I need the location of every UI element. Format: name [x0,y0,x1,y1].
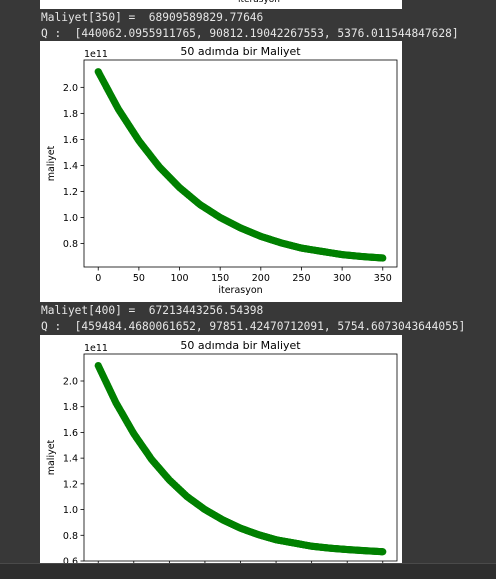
y-tick-label: 1.4 [63,161,78,172]
data-points [94,68,387,262]
y-tick-label: 2.0 [63,377,78,388]
chart-title: 50 adımda bir Maliyet [180,45,301,58]
y-tick-label: 0.8 [63,239,78,250]
y-tick-label: 1.0 [63,505,78,516]
q-output-line: Q : [440062.0955911765, 90812.1904226755… [41,27,459,40]
y-tick-label: 2.0 [63,83,78,94]
y-tick-label: 1.2 [63,479,78,490]
x-tick-label: 300 [333,273,351,284]
cost-chart-figure: 50 adımda bir Maliyet 1e11 0.8 1.0 1.2 1.4 1.6… [40,41,402,302]
horizontal-scrollbar[interactable] [0,563,496,579]
y-tick-label: 1.0 [63,213,78,224]
data-point [379,548,387,556]
y-axis-label: maliyet [46,145,57,181]
previous-figure-fragment: iterasyon [40,0,402,9]
y-offset-label: 1e11 [84,49,108,60]
x-tick-label: 200 [252,273,270,284]
q-output-line: Q : [459484.4680061652, 97851.4247071209… [41,320,466,333]
x-tick-label: 0 [95,273,101,284]
y-tick-label: 0.8 [63,531,78,542]
x-tick-label: 350 [374,273,392,284]
x-tick-label: 50 [133,273,145,284]
cost-output-line: Maliyet[400] = 67213443256.54398 [41,304,264,317]
y-tick-label: 1.6 [63,428,78,439]
cost-chart: 50 adımda bir Maliyet 1e11 0.6 0.8 1.0 1.2 1.4… [46,339,398,564]
cost-chart: 50 adımda bir Maliyet 1e11 0.8 1.0 1.2 1.4 1.6… [46,45,398,296]
y-tick-label: 1.6 [63,135,78,146]
chart-title: 50 adımda bir Maliyet [180,339,301,352]
y-offset-label: 1e11 [84,343,108,354]
axes-frame [83,59,398,268]
y-tick-label: 0.6 [63,557,78,564]
y-tick-label: 1.8 [63,402,78,413]
y-tick-label: 1.4 [63,454,78,465]
y-axis-label: maliyet [46,439,57,475]
previous-figure-xlabel: iterasyon [238,0,280,5]
data-points [94,361,387,556]
data-point [379,254,387,262]
x-tick-label: 150 [211,273,229,284]
y-tick-label: 1.2 [63,187,78,198]
x-tick-label: 250 [292,273,310,284]
y-tick-label: 1.8 [63,109,78,120]
x-axis-label: iterasyon [218,285,262,296]
x-tick-label: 100 [170,273,188,284]
cost-chart-figure: 50 adımda bir Maliyet 1e11 0.6 0.8 1.0 1.2 1.4… [40,335,402,563]
cost-output-line: Maliyet[350] = 68909589829.77646 [41,11,264,24]
